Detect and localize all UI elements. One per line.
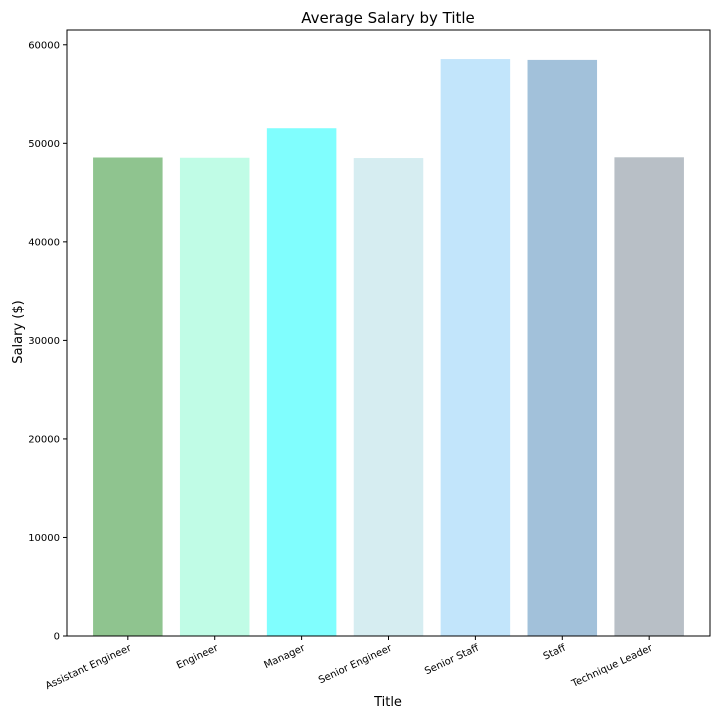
bar-2 [179, 157, 250, 636]
x-tick-label: Assistant Engineer [44, 642, 134, 692]
bar-3 [266, 128, 337, 636]
y-tick-label: 40000 [28, 237, 60, 248]
bar-1 [93, 157, 163, 636]
chart-title: Average Salary by Title [301, 9, 475, 27]
bar-4 [353, 158, 424, 637]
bar-7 [614, 157, 684, 637]
bar-6 [527, 59, 598, 636]
x-tick-label: Technique Leader [569, 642, 655, 690]
x-tick-label: Senior Staff [423, 642, 482, 677]
x-tick-label: Staff [542, 642, 569, 662]
bar-5 [440, 59, 511, 636]
x-tick-label: Engineer [175, 642, 221, 671]
y-axis-label: Salary ($) [11, 300, 26, 363]
y-tick-label: 30000 [28, 336, 60, 347]
x-tick-label: Senior Engineer [317, 642, 395, 686]
x-tick-label: Manager [262, 642, 307, 671]
y-tick-label: 10000 [28, 533, 60, 544]
x-axis-label: Title [373, 695, 402, 710]
y-tick-label: 20000 [28, 434, 60, 445]
y-tick-label: 50000 [28, 139, 60, 150]
y-tick-label: 60000 [28, 40, 60, 51]
plot-area: 0 10000 20000 30000 40000 50000 60000 Assistant… [28, 29, 711, 692]
y-tick-label: 0 [54, 632, 60, 643]
